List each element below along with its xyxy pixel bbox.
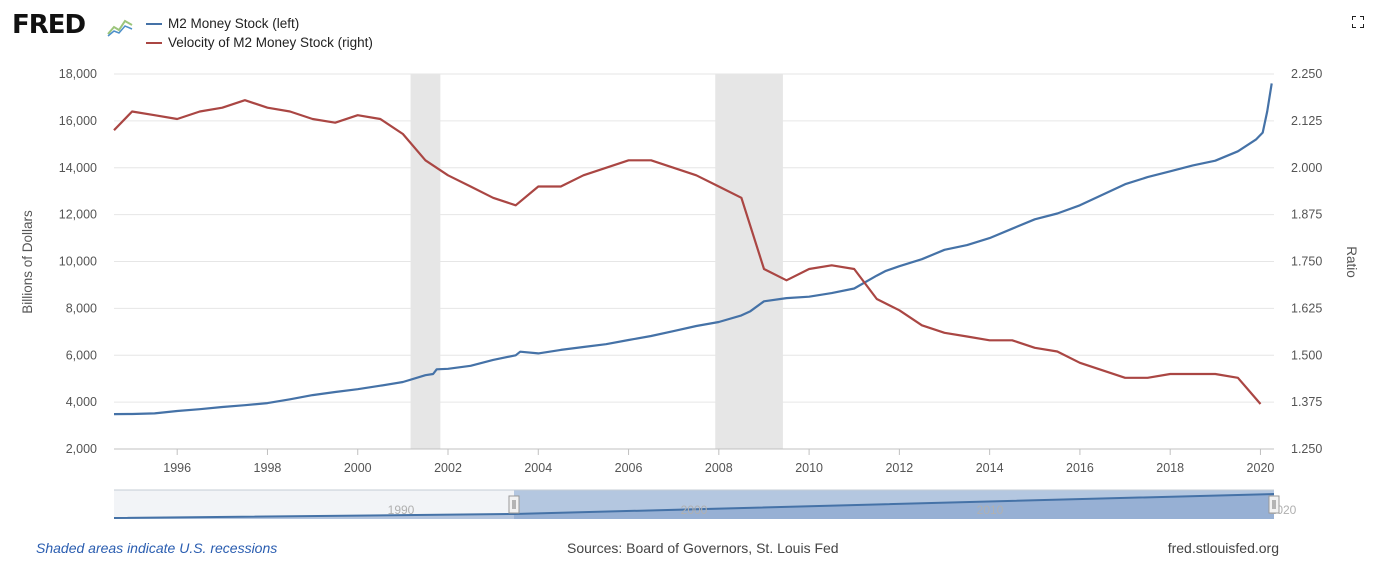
series-lines <box>113 83 1273 416</box>
y-tick-right: 1.875 <box>1291 208 1322 222</box>
y-axis-left-title: Billions of Dollars <box>20 210 35 314</box>
x-tick-label: 2000 <box>344 461 372 475</box>
x-tick-label: 2002 <box>434 461 462 475</box>
x-tick-label: 2018 <box>1156 461 1184 475</box>
navigator-year-label: 2000 <box>681 503 708 517</box>
y-tick-right: 1.375 <box>1291 395 1322 409</box>
y-tick-left: 6,000 <box>66 348 97 362</box>
x-tick-label: 1996 <box>163 461 191 475</box>
axis-ticks: 2,000 1.250 4,000 1.375 6,000 1.500 8,000 1.625… <box>59 67 1323 475</box>
legend-label-velocity: Velocity of M2 Money Stock (right) <box>168 35 373 50</box>
navigator-line <box>113 493 1275 519</box>
x-tick-label: 2006 <box>615 461 643 475</box>
navigator-area <box>114 494 1274 519</box>
sources-text: Sources: Board of Governors, St. Louis F… <box>567 540 839 556</box>
legend-swatch-m2 <box>146 23 162 26</box>
y-tick-left: 4,000 <box>66 395 97 409</box>
legend-item-velocity[interactable]: Velocity of M2 Money Stock (right) <box>146 35 373 50</box>
fred-url-link[interactable]: fred.stlouisfed.org <box>1167 540 1279 556</box>
x-tick-label: 1998 <box>254 461 282 475</box>
x-tick-label: 2016 <box>1066 461 1094 475</box>
range-navigator[interactable]: 1990 2000 2010 2020 <box>113 489 1297 519</box>
y-tick-left: 10,000 <box>59 255 97 269</box>
y-tick-left: 14,000 <box>59 161 97 175</box>
recession-note: Shaded areas indicate U.S. recessions <box>36 540 278 556</box>
y-tick-right: 1.250 <box>1291 442 1322 456</box>
y-tick-right: 1.750 <box>1291 255 1322 269</box>
navigator-left-handle[interactable] <box>508 495 520 514</box>
y-tick-left: 16,000 <box>59 114 97 128</box>
x-tick-label: 2004 <box>524 461 552 475</box>
series-line-m2[interactable] <box>113 83 1273 416</box>
y-tick-right: 2.125 <box>1291 114 1322 128</box>
y-tick-right: 2.000 <box>1291 161 1322 175</box>
x-tick-label: 2014 <box>976 461 1004 475</box>
x-tick-label: 2020 <box>1247 461 1275 475</box>
x-tick-label: 2010 <box>795 461 823 475</box>
y-axis-right-title: Ratio <box>1344 246 1359 278</box>
series-line-velocity[interactable] <box>113 99 1262 405</box>
y-tick-left: 18,000 <box>59 67 97 81</box>
navigator-right-handle[interactable] <box>1268 495 1280 514</box>
y-tick-left: 8,000 <box>66 301 97 315</box>
legend-item-m2[interactable]: M2 Money Stock (left) <box>146 16 299 31</box>
gridlines <box>114 73 1274 450</box>
y-tick-right: 1.500 <box>1291 348 1322 362</box>
fred-logo-chart-icon <box>106 14 136 38</box>
y-tick-left: 12,000 <box>59 208 97 222</box>
y-tick-left: 2,000 <box>66 442 97 456</box>
navigator-year-label: 1990 <box>388 503 415 517</box>
legend-label-m2: M2 Money Stock (left) <box>168 16 300 31</box>
legend-swatch-velocity <box>146 42 162 45</box>
navigator-year-label: 2010 <box>977 503 1004 517</box>
x-tick-label: 2012 <box>885 461 913 475</box>
y-tick-right: 2.250 <box>1291 67 1322 81</box>
fred-logo[interactable]: FRED <box>12 10 86 40</box>
x-tick-label: 2008 <box>705 461 733 475</box>
y-tick-right: 1.625 <box>1291 301 1322 315</box>
